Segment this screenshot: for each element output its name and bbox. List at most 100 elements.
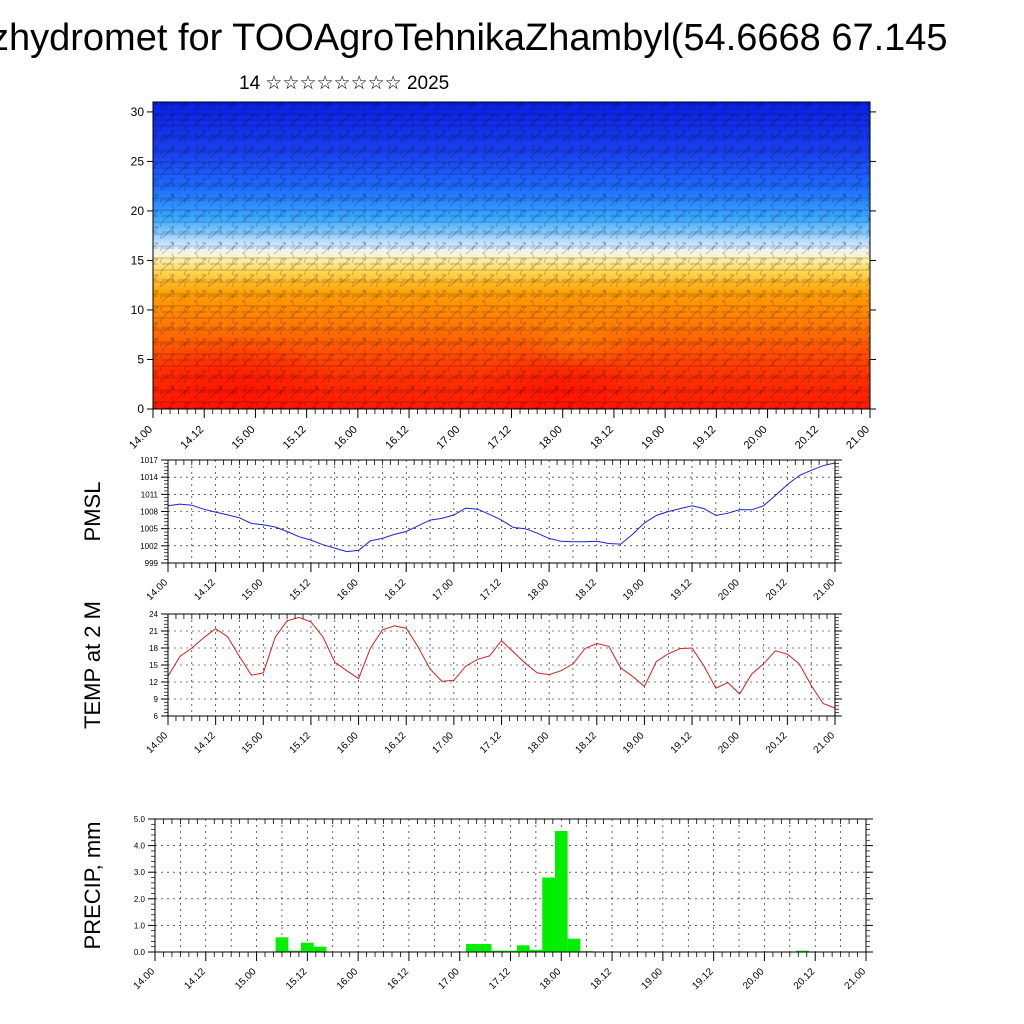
profile-x-tick-label: 18.12 — [588, 424, 616, 452]
pmsl-y-tick-label: 1008 — [140, 508, 158, 517]
profile-x-tick-label: 16.12 — [383, 424, 411, 452]
precip-bar — [554, 830, 568, 952]
precip-x-tick-label: 19.12 — [690, 966, 716, 992]
precip-bar — [504, 950, 517, 952]
pmsl-x-tick-label: 14.00 — [145, 577, 171, 603]
precip-bar — [275, 937, 289, 952]
profile-x-tick-label: 17.12 — [486, 424, 514, 452]
profile-y-tick-label: 10 — [131, 303, 145, 317]
profile-x-tick-label: 15.00 — [230, 424, 258, 452]
precip-bar — [491, 950, 505, 952]
profile-x-tick-label: 17.00 — [434, 424, 462, 452]
precip-bar — [313, 946, 327, 952]
temp-y-tick-label: 9 — [154, 695, 159, 704]
temp-x-tick-label: 20.00 — [716, 730, 742, 756]
precip-bar — [542, 877, 555, 952]
profile-y-tick-label: 5 — [137, 352, 144, 366]
temp-x-tick-label: 17.12 — [478, 730, 504, 756]
precip-x-tick-label: 15.12 — [284, 966, 310, 992]
precip-bar — [796, 950, 809, 952]
profile-x-tick-label: 16.00 — [332, 424, 360, 452]
pmsl-panel: 999 1002 1005 1008 1011 1014 1017 PMSL 14.00 14.1… — [80, 456, 842, 603]
pmsl-y-tick-label: 1011 — [141, 490, 159, 499]
pmsl-x-tick-label: 21.00 — [812, 577, 838, 603]
temp-x-tick-label: 14.12 — [192, 730, 218, 756]
precip-x-tick-label: 17.00 — [436, 966, 462, 992]
temp-x-tick-label: 16.12 — [383, 730, 409, 756]
profile-x-tick-label: 14.12 — [178, 424, 206, 452]
pmsl-x-tick-label: 17.12 — [478, 577, 504, 603]
profile-x-tick-label: 19.00 — [639, 424, 667, 452]
pmsl-y-tick-label: 1005 — [140, 525, 158, 534]
temp-panel: 6 9 12 15 18 21 24 TEMP at 2 M 14.00 14.12 15.00 15… — [80, 601, 842, 756]
temp-x-tick-label: 15.00 — [240, 730, 266, 756]
vertical-profile-panel: 0 5 10 15 20 25 30 14.00 14.12 15.00 15.12 16.00 16.… — [127, 101, 876, 452]
precip-x-tick-label: 20.12 — [792, 966, 818, 992]
temp-x-tick-label: 21.00 — [812, 730, 838, 756]
precip-x-tick-label: 14.00 — [132, 966, 158, 992]
temp-y-tick-label: 12 — [149, 678, 158, 687]
profile-x-tick-label: 20.12 — [793, 424, 821, 452]
precip-y-tick-label: 3.0 — [134, 868, 146, 877]
profile-y-tick-label: 20 — [131, 204, 145, 218]
pmsl-x-tick-label: 16.00 — [335, 577, 361, 603]
profile-y-tick-label: 0 — [137, 402, 144, 416]
pmsl-y-axis-label: PMSL — [80, 482, 105, 542]
precip-bar — [567, 938, 581, 952]
temp-x-tick-label: 19.00 — [621, 730, 647, 756]
temp-x-tick-label: 19.12 — [669, 730, 695, 756]
precip-bar — [478, 944, 492, 952]
precip-x-tick-label: 16.00 — [335, 966, 361, 992]
temp-y-tick-label: 24 — [149, 610, 158, 619]
precip-x-tick-label: 20.00 — [741, 966, 767, 992]
pmsl-y-tick-label: 1002 — [140, 542, 158, 551]
page-subtitle: 14 ☆☆☆☆☆☆☆☆ 2025 — [239, 73, 450, 94]
pmsl-x-tick-label: 18.12 — [573, 577, 599, 603]
pmsl-x-tick-label: 18.00 — [526, 577, 552, 603]
precip-bar — [466, 944, 479, 952]
precip-bar — [301, 942, 314, 952]
pmsl-x-tick-label: 20.00 — [716, 577, 742, 603]
profile-x-tick-label: 15.12 — [281, 424, 309, 452]
precip-y-axis-label: PRECIP, mm — [80, 822, 105, 950]
pmsl-x-tick-label: 19.00 — [621, 577, 647, 603]
wind-barbs-overlay — [153, 102, 870, 409]
precip-x-tick-label: 21.00 — [843, 966, 869, 992]
page-title-text: zhydromet for TOOAgroTehnikaZhambyl(54.6… — [0, 17, 948, 59]
pmsl-x-tick-label: 15.00 — [240, 577, 266, 603]
precip-x-tick-label: 19.00 — [640, 966, 666, 992]
temp-x-tick-label: 15.12 — [288, 730, 314, 756]
profile-y-tick-label: 25 — [131, 154, 145, 168]
page-title: zhydromet for TOOAgroTehnikaZhambyl(54.6… — [0, 14, 1024, 62]
precip-y-tick-label: 0.0 — [134, 948, 146, 957]
precip-y-tick-label: 5.0 — [134, 815, 146, 824]
temp-y-tick-label: 15 — [149, 661, 158, 670]
precip-y-tick-label: 4.0 — [134, 842, 146, 851]
precip-x-tick-label: 18.12 — [589, 966, 615, 992]
temp-y-tick-label: 18 — [149, 644, 158, 653]
precip-x-tick-label: 16.12 — [386, 966, 412, 992]
pmsl-y-tick-label: 999 — [145, 559, 159, 568]
profile-x-tick-label: 18.00 — [537, 424, 565, 452]
profile-y-tick-label: 15 — [131, 253, 145, 267]
pmsl-x-tick-label: 19.12 — [669, 577, 695, 603]
precip-y-tick-label: 2.0 — [134, 895, 146, 904]
temp-x-tick-label: 16.00 — [335, 730, 361, 756]
precip-x-tick-label: 15.00 — [233, 966, 259, 992]
precip-y-tick-label: 1.0 — [134, 921, 146, 930]
pmsl-x-tick-label: 17.00 — [431, 577, 457, 603]
pmsl-y-tick-label: 1014 — [140, 473, 158, 482]
temp-x-tick-label: 18.00 — [526, 730, 552, 756]
pmsl-x-tick-label: 16.12 — [383, 577, 409, 603]
precip-x-tick-label: 17.12 — [487, 966, 513, 992]
precip-bar — [288, 950, 302, 952]
profile-x-tick-label: 21.00 — [844, 424, 872, 452]
precip-bar — [529, 949, 543, 952]
precip-panel: 0.0 1.0 2.0 3.0 4.0 5.0 PRECIP, mm 14.00 14.12 15… — [80, 815, 873, 992]
temp-y-tick-label: 6 — [154, 712, 159, 721]
profile-x-tick-label: 14.00 — [127, 424, 155, 452]
profile-x-tick-label: 20.00 — [742, 424, 770, 452]
temp-x-tick-label: 20.12 — [764, 730, 790, 756]
temp-series-line — [167, 616, 836, 709]
